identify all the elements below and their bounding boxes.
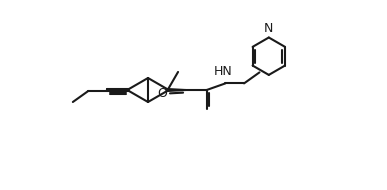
Text: O: O	[158, 87, 168, 100]
Text: HN: HN	[214, 65, 233, 78]
Text: N: N	[264, 21, 274, 35]
